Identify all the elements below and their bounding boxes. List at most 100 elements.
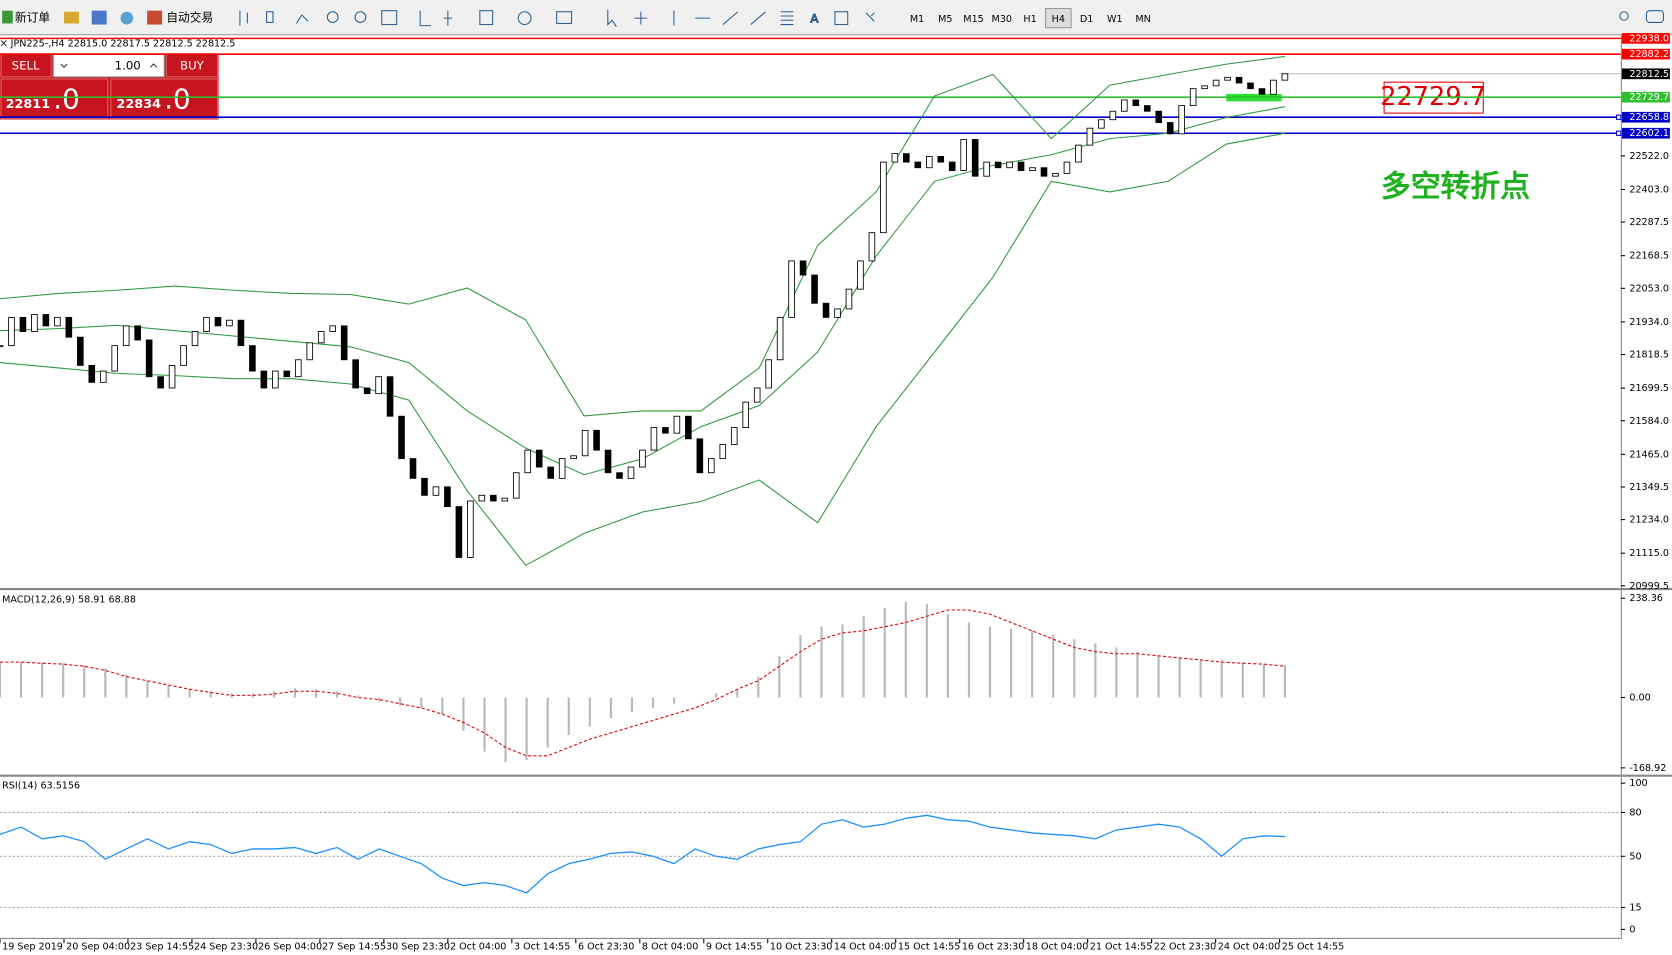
tool-periods[interactable] — [517, 11, 532, 26]
timeframe-button[interactable]: M5 — [938, 14, 952, 25]
lots-value[interactable]: 1.00 — [115, 59, 141, 73]
level-label: 22938.0 — [1629, 33, 1669, 44]
sell-price-box[interactable] — [0, 78, 109, 119]
new-order-icon[interactable] — [2, 10, 13, 24]
tool-arrows[interactable] — [865, 12, 875, 22]
x-tick-label: 6 Oct 23:30 — [578, 941, 634, 952]
tool-text[interactable]: A — [810, 11, 819, 26]
lots-input[interactable] — [52, 53, 165, 78]
candle — [1155, 110, 1163, 123]
candle — [375, 376, 382, 395]
candle — [432, 486, 440, 496]
toolbar-icon[interactable] — [63, 11, 79, 24]
y-tick-label: 21115.0 — [1629, 548, 1669, 559]
candle — [1006, 161, 1013, 169]
candle — [1166, 122, 1174, 135]
search-icon[interactable] — [1619, 11, 1629, 21]
candle — [1270, 79, 1277, 95]
tool-label[interactable] — [834, 11, 849, 26]
timeframe-button[interactable]: H1 — [1023, 14, 1036, 25]
y-tick-label: 21465.0 — [1629, 449, 1669, 460]
candle — [983, 161, 990, 177]
tool-indicators[interactable] — [479, 10, 494, 26]
candle — [535, 449, 543, 468]
tool-scroll[interactable] — [419, 10, 453, 27]
timeframe-button[interactable]: M30 — [992, 14, 1012, 25]
active-timeframe — [1045, 8, 1072, 29]
candle — [834, 308, 841, 318]
toolbar-icon[interactable] — [120, 11, 134, 25]
tool-objects[interactable] — [607, 9, 794, 27]
x-tick-label: 24 Oct 04:00 — [1218, 941, 1281, 952]
buy-price: 22834 — [116, 97, 161, 112]
candle — [708, 458, 715, 474]
toolbar-icon[interactable] — [91, 10, 107, 25]
timeframe-button[interactable]: H4 — [1052, 14, 1065, 25]
candle — [799, 260, 807, 276]
auto-trading-icon[interactable] — [147, 10, 163, 25]
chat-icon[interactable] — [1645, 10, 1665, 23]
lots-spinners[interactable] — [60, 63, 158, 68]
candle — [77, 336, 84, 366]
candle — [352, 359, 359, 389]
bollinger-band — [0, 106, 1286, 476]
auto-trading-button[interactable]: 自动交易 — [166, 11, 213, 25]
candle — [845, 288, 853, 310]
candle — [249, 345, 256, 372]
timeframe-button[interactable]: M15 — [963, 14, 983, 25]
candle — [42, 314, 50, 327]
candle — [340, 325, 348, 361]
tool-bars[interactable] — [239, 10, 248, 26]
candle — [891, 153, 899, 163]
buy-price-box[interactable] — [110, 78, 219, 119]
level-label: 22602.1 — [1629, 128, 1669, 139]
x-tick-label: 8 Oct 04:00 — [642, 941, 698, 952]
timeframe-button[interactable]: D1 — [1080, 14, 1093, 25]
candle — [868, 232, 876, 262]
candle — [455, 506, 463, 558]
candle — [788, 260, 795, 318]
tool-tile[interactable] — [381, 10, 398, 26]
candle — [593, 429, 600, 451]
macd-title: MACD(12,26,9) 58.91 68.88 — [2, 595, 136, 606]
buy-label[interactable]: BUY — [180, 59, 205, 73]
level-label: 22812.5 — [1629, 69, 1669, 80]
candle — [994, 161, 1002, 169]
candle — [99, 370, 107, 383]
sell-label[interactable]: SELL — [12, 59, 40, 73]
candle — [1224, 76, 1231, 81]
tool-templates[interactable] — [556, 11, 573, 25]
candle — [1201, 85, 1208, 90]
candle — [524, 449, 532, 474]
rsi-tick-label: 80 — [1629, 807, 1641, 818]
candle — [948, 161, 956, 171]
candle — [8, 316, 15, 347]
level-handle — [1616, 114, 1622, 120]
candle — [444, 486, 451, 508]
x-tick-label: 9 Oct 14:55 — [706, 941, 762, 952]
timeframe-button[interactable]: M1 — [910, 14, 924, 25]
candle — [490, 494, 497, 502]
tool-zoom-in[interactable] — [326, 11, 339, 23]
timeframe-button[interactable]: MN — [1135, 14, 1150, 25]
bollinger-band — [0, 132, 1286, 567]
tool-line[interactable] — [295, 14, 309, 24]
x-tick-label: 27 Sep 14:55 — [322, 941, 386, 952]
candle — [512, 472, 520, 499]
tool-zoom-out[interactable] — [354, 11, 367, 23]
candle — [880, 161, 887, 234]
x-tick-label: 24 Sep 23:30 — [194, 941, 258, 952]
level-handle — [1616, 130, 1622, 136]
candle — [925, 155, 933, 169]
chart-icon — [0, 40, 7, 47]
x-tick-label: 19 Sep 2019 — [2, 941, 63, 952]
annotation-text: 多空转折点 — [1381, 169, 1530, 204]
candle — [1235, 76, 1243, 84]
tool-candles[interactable] — [266, 11, 274, 23]
level-label: 22658.8 — [1629, 112, 1669, 123]
new-order-button[interactable]: 新订单 — [15, 11, 50, 25]
candle — [1143, 105, 1151, 112]
candle — [134, 325, 141, 341]
timeframe-button[interactable]: W1 — [1107, 14, 1123, 25]
candle — [1109, 110, 1117, 121]
